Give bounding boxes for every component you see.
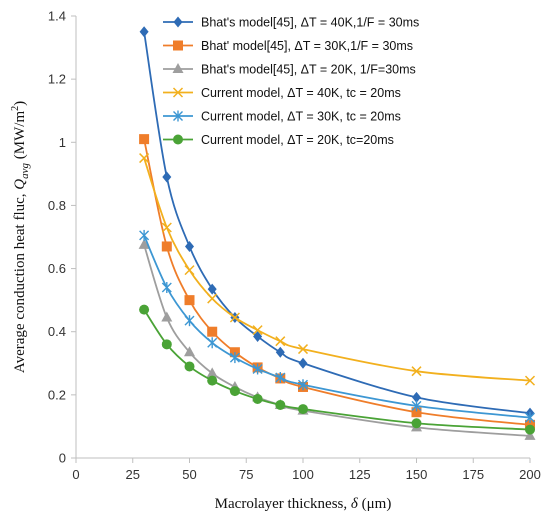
data-point bbox=[207, 337, 218, 349]
series-3 bbox=[138, 238, 536, 440]
series-6 bbox=[139, 304, 535, 435]
data-point bbox=[207, 283, 217, 295]
legend-item: Bhat's model[45], ΔT = 40K,1/F = 30ms bbox=[163, 16, 419, 30]
data-point bbox=[525, 412, 535, 424]
data-point bbox=[275, 346, 285, 358]
data-point bbox=[298, 379, 308, 391]
legend-marker bbox=[173, 134, 183, 145]
data-point bbox=[525, 424, 535, 435]
data-point bbox=[161, 282, 172, 294]
series-line bbox=[143, 235, 531, 419]
legend-marker bbox=[173, 110, 183, 122]
series-layer bbox=[138, 26, 536, 440]
data-point bbox=[275, 399, 286, 410]
x-tick-label: 25 bbox=[126, 467, 140, 482]
data-point bbox=[252, 393, 263, 404]
legend-item: Current model, ΔT = 40K, tc = 20ms bbox=[163, 86, 401, 100]
data-point bbox=[411, 418, 422, 429]
data-point bbox=[184, 315, 195, 327]
data-point bbox=[297, 344, 309, 355]
data-point bbox=[207, 375, 218, 386]
data-point bbox=[252, 363, 263, 375]
data-point bbox=[184, 295, 195, 306]
series-line bbox=[143, 138, 531, 426]
legend-item: Bhat' model[45], ΔT = 30K,1/F = 30ms bbox=[163, 39, 413, 53]
x-tick-label: 75 bbox=[239, 467, 253, 482]
data-point bbox=[524, 375, 536, 386]
y-tick-label: 1 bbox=[59, 135, 66, 150]
y-tick-label: 0.6 bbox=[48, 261, 66, 276]
data-point bbox=[139, 134, 150, 145]
y-axis-title: Average conduction heat fluc, Qavg (MW/m… bbox=[10, 101, 31, 373]
data-point bbox=[185, 240, 194, 252]
data-point bbox=[161, 311, 173, 322]
data-point bbox=[252, 325, 263, 336]
y-tick-label: 0.2 bbox=[48, 387, 66, 402]
y-tick-label: 0.8 bbox=[48, 198, 66, 213]
series-line bbox=[143, 31, 531, 415]
x-tick-label: 200 bbox=[519, 467, 541, 482]
data-point bbox=[161, 222, 172, 233]
legend-label: Bhat's model[45], ΔT = 40K,1/F = 30ms bbox=[201, 16, 419, 30]
legend-label: Current model, ΔT = 30K, tc = 20ms bbox=[201, 110, 401, 124]
series-5 bbox=[139, 229, 535, 424]
data-point bbox=[184, 265, 195, 276]
data-point bbox=[207, 293, 218, 304]
data-point bbox=[207, 326, 218, 337]
data-point bbox=[139, 153, 150, 164]
legend-marker bbox=[173, 40, 183, 51]
data-point bbox=[275, 371, 286, 383]
data-point bbox=[206, 367, 218, 378]
data-point bbox=[139, 26, 149, 38]
legend-marker bbox=[173, 16, 183, 28]
x-tick-label: 125 bbox=[349, 467, 371, 482]
data-point bbox=[139, 304, 150, 315]
data-point bbox=[229, 386, 240, 397]
legend-label: Bhat's model[45], ΔT = 20K, 1/F=30ms bbox=[201, 63, 416, 77]
legend-label: Current model, ΔT = 40K, tc = 20ms bbox=[201, 86, 401, 100]
legend: Bhat's model[45], ΔT = 40K,1/F = 30ms Bha… bbox=[163, 16, 419, 147]
data-point bbox=[411, 407, 422, 418]
data-point bbox=[162, 171, 172, 183]
data-point bbox=[184, 361, 195, 372]
data-point bbox=[524, 429, 536, 440]
series-line bbox=[143, 244, 531, 437]
series-line bbox=[143, 157, 531, 382]
x-tick-label: 0 bbox=[72, 467, 79, 482]
legend-item: Bhat's model[45], ΔT = 20K, 1/F=30ms bbox=[163, 63, 416, 77]
data-point bbox=[411, 400, 422, 412]
data-point bbox=[412, 391, 421, 403]
x-tick-label: 175 bbox=[462, 467, 484, 482]
data-point bbox=[184, 346, 195, 357]
x-tick-label: 50 bbox=[182, 467, 196, 482]
data-point bbox=[411, 366, 422, 377]
legend-marker bbox=[172, 63, 184, 73]
data-point bbox=[161, 339, 172, 350]
y-tick-label: 1.2 bbox=[48, 72, 66, 87]
x-tick-label: 150 bbox=[406, 467, 428, 482]
series-1 bbox=[139, 26, 535, 419]
data-point bbox=[229, 312, 240, 323]
data-point bbox=[139, 229, 150, 241]
data-point bbox=[229, 352, 240, 364]
x-tick-label: 100 bbox=[292, 467, 314, 482]
data-point bbox=[298, 404, 308, 415]
legend-item: Current model, ΔT = 20K, tc=20ms bbox=[163, 133, 394, 147]
data-point bbox=[253, 330, 263, 342]
data-point bbox=[138, 238, 150, 249]
legend-label: Bhat' model[45], ΔT = 30K,1/F = 30ms bbox=[201, 39, 413, 53]
data-point bbox=[298, 357, 308, 369]
axes: 0 0.2 0.4 0.6 0.8 1 1.2 1.4 0 25 50 75 100 125 150 175 2… bbox=[48, 9, 541, 483]
y-tick-label: 0.4 bbox=[48, 324, 66, 339]
x-axis-title: Macrolayer thickness, δ (μm) bbox=[215, 496, 392, 512]
y-tick-label: 0 bbox=[59, 451, 66, 466]
legend-marker bbox=[172, 87, 184, 98]
data-point bbox=[275, 336, 286, 347]
data-point bbox=[161, 241, 172, 252]
series-4 bbox=[139, 153, 536, 386]
legend-label: Current model, ΔT = 20K, tc=20ms bbox=[201, 133, 394, 147]
y-tick-label: 1.4 bbox=[48, 9, 66, 24]
legend-item: Current model, ΔT = 30K, tc = 20ms bbox=[163, 110, 401, 124]
